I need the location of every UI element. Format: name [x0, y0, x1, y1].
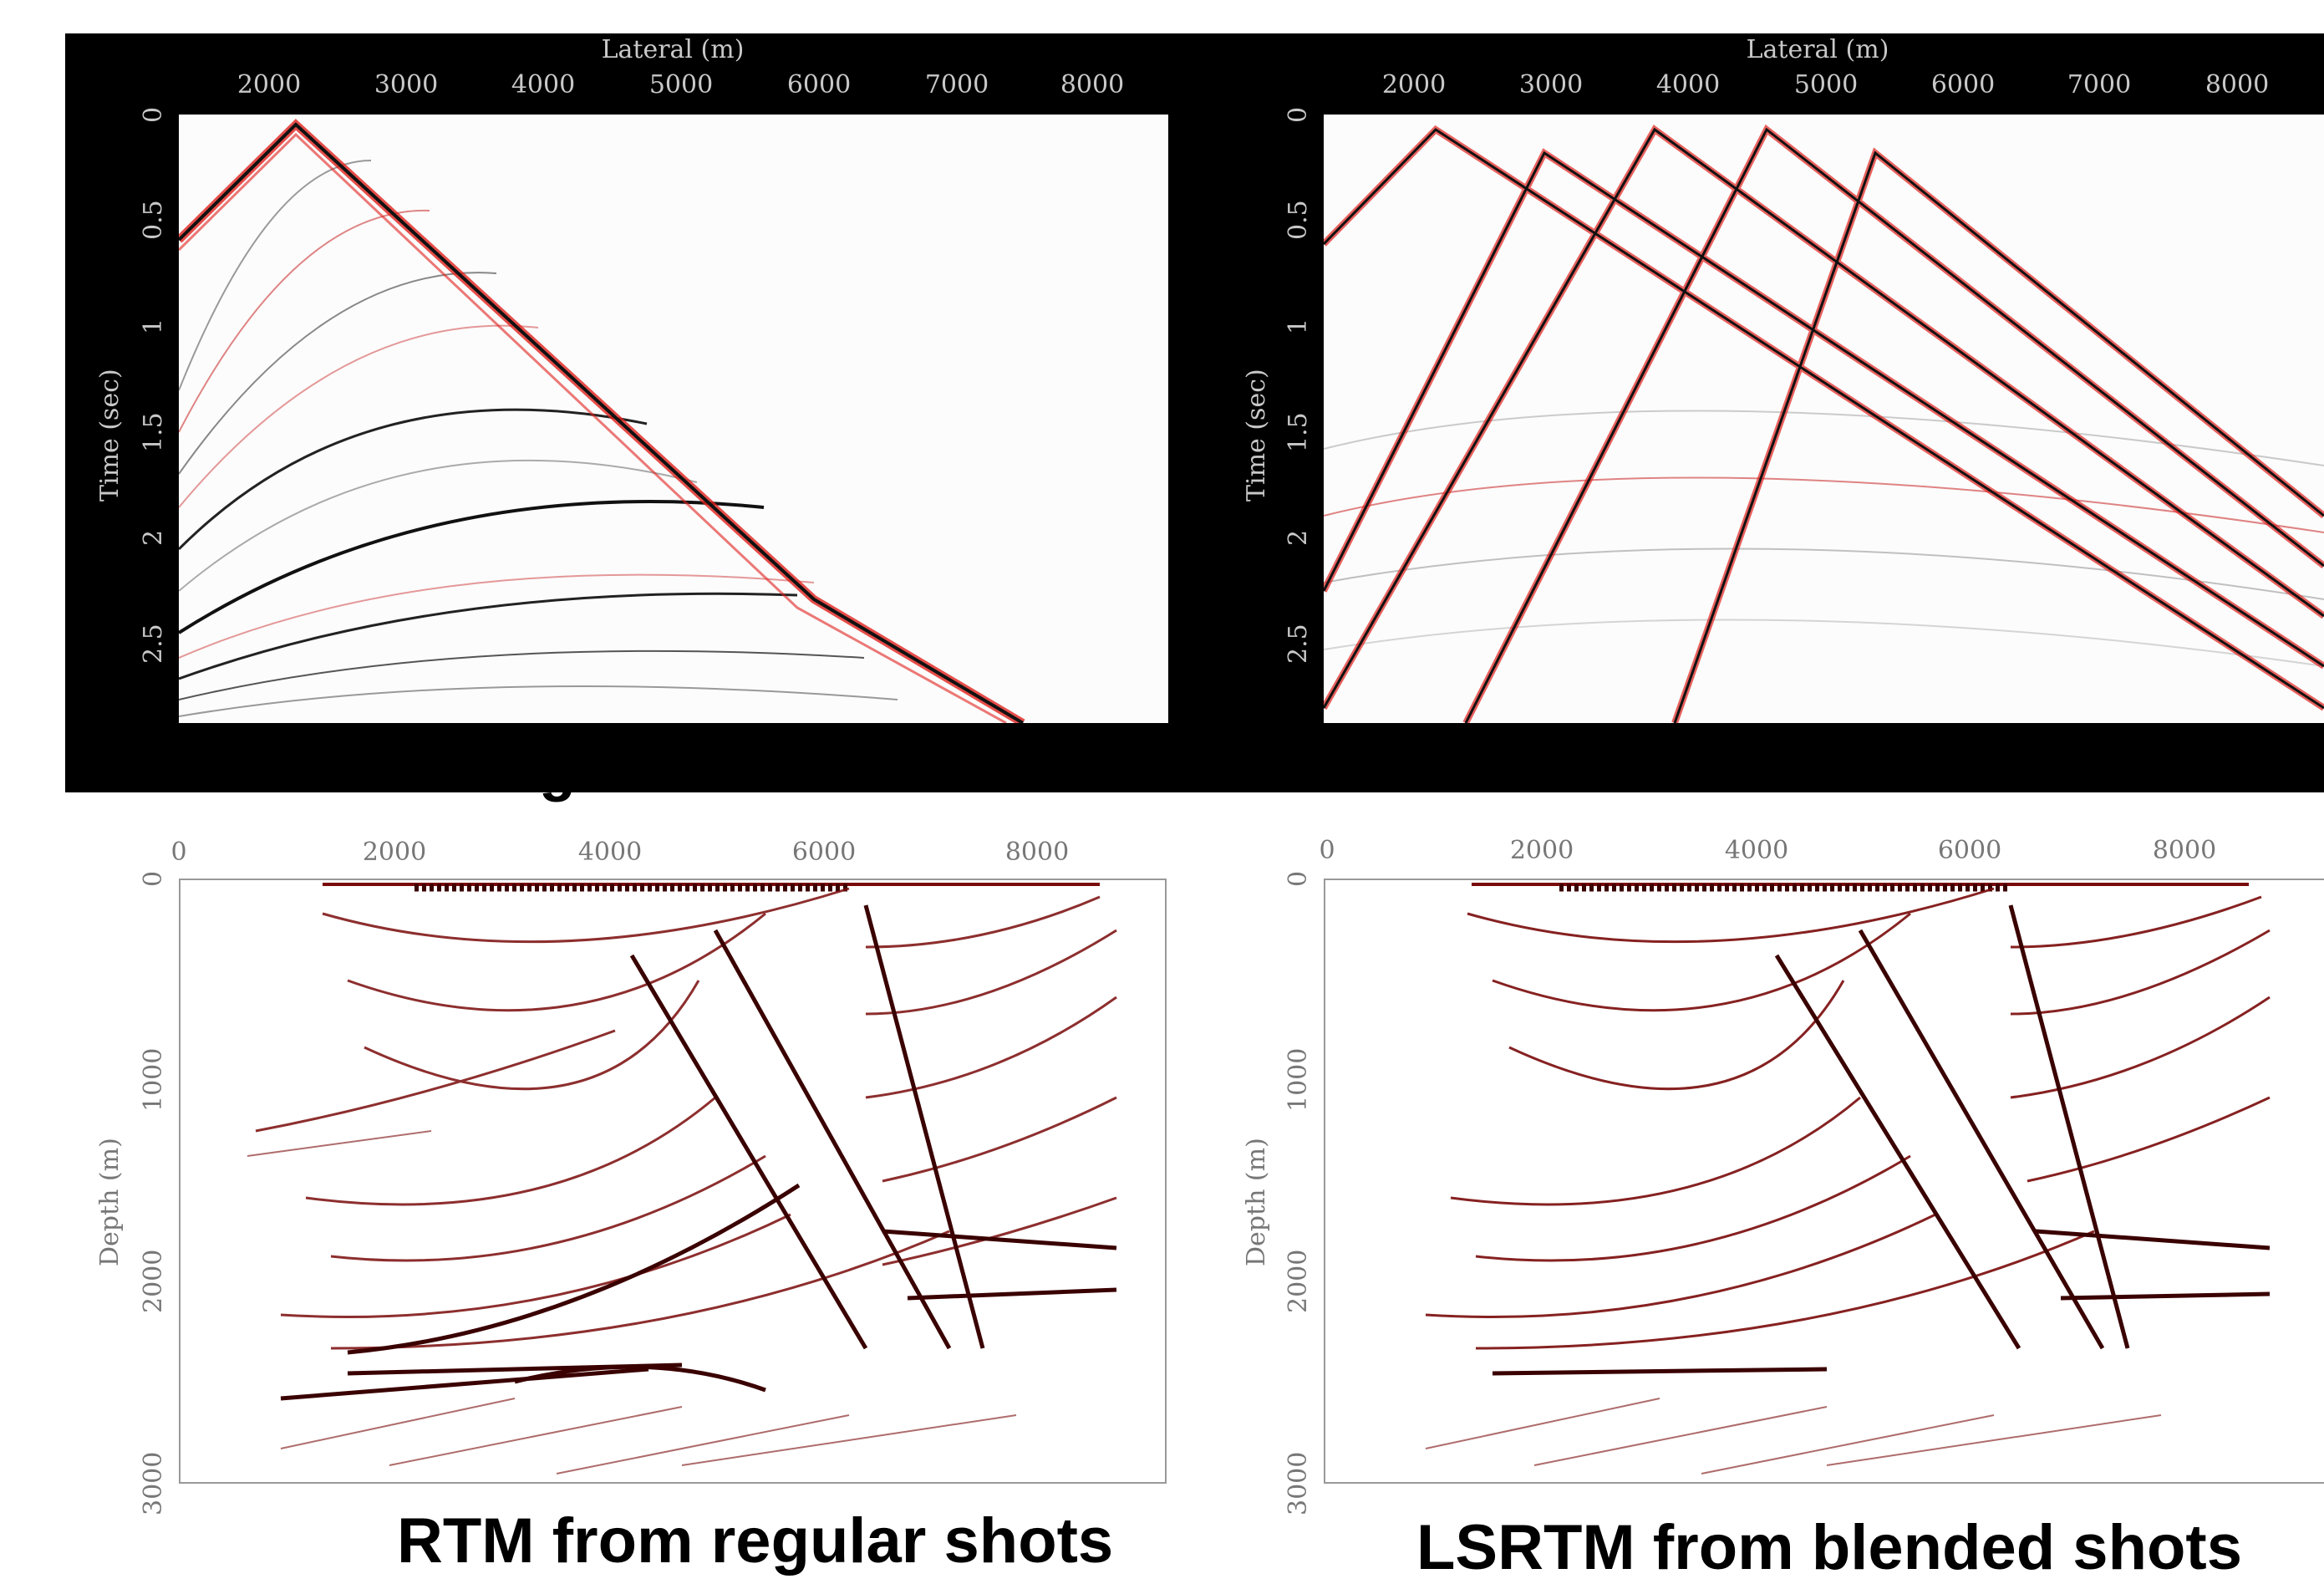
x-tick-label: 4000 — [511, 70, 576, 99]
y-tick-label: 2000 — [1284, 1249, 1313, 1314]
regular-shots-gather — [179, 115, 1168, 723]
blended-shots-gather — [1324, 115, 2324, 723]
x-tick-label: 2000 — [236, 70, 302, 99]
y-axis-label-top-right: Time (sec) — [1242, 369, 1271, 502]
x-tick-label: 4000 — [577, 838, 643, 867]
y-tick-label: 3000 — [139, 1451, 168, 1516]
y-axis-label-top-left: Time (sec) — [95, 369, 125, 502]
y-tick-label: 1000 — [1284, 1047, 1313, 1113]
x-tick-label: 4000 — [1655, 70, 1721, 99]
y-tick-label: 2000 — [139, 1249, 168, 1314]
x-tick-label: 2000 — [1381, 70, 1447, 99]
y-tick-label: 3000 — [1284, 1451, 1313, 1516]
title-lsrtm-blended: LSRTM from blended shots — [1416, 1511, 2242, 1584]
title-regular-shots: Regular shots — [462, 736, 864, 802]
x-tick-label: 6000 — [786, 70, 852, 99]
x-tick-label: 6000 — [1937, 836, 2002, 865]
y-axis-label-bottom-left: Depth (m) — [95, 1138, 125, 1266]
x-tick-label: 3000 — [374, 70, 439, 99]
x-tick-label: 2000 — [1509, 836, 1574, 865]
title-strip-right-b — [2093, 724, 2324, 792]
y-tick-label: 1.5 — [1284, 412, 1313, 452]
y-tick-label: 1 — [1284, 318, 1313, 334]
x-tick-label: 5000 — [648, 70, 714, 99]
x-tick-label: 0 — [1319, 836, 1335, 865]
y-tick-label: 1 — [139, 318, 168, 334]
y-tick-label: 2.5 — [139, 624, 168, 664]
x-tick-label: 6000 — [1930, 70, 1996, 99]
rtm-image — [179, 879, 1167, 1484]
y-tick-label: 0 — [1284, 106, 1313, 123]
x-tick-label: 4000 — [1724, 836, 1789, 865]
lsrtm-image — [1324, 879, 2324, 1484]
y-tick-label: 0 — [1284, 870, 1313, 887]
x-axis-label-top-left: Lateral (m) — [601, 35, 745, 64]
x-tick-label: 7000 — [2067, 70, 2132, 99]
y-tick-label: 0 — [139, 106, 168, 123]
y-tick-label: 1.5 — [139, 412, 168, 452]
x-axis-label-top-right: Lateral (m) — [1746, 35, 1889, 64]
x-tick-label: 8000 — [2152, 836, 2217, 865]
y-tick-label: 2 — [139, 529, 168, 546]
title-strip-left — [65, 724, 446, 792]
x-tick-label: 8000 — [1060, 70, 1125, 99]
x-tick-label: 7000 — [924, 70, 989, 99]
x-tick-label: 2000 — [362, 838, 427, 867]
x-tick-label: 0 — [170, 838, 187, 867]
y-tick-label: 1000 — [139, 1047, 168, 1113]
x-tick-label: 6000 — [791, 838, 857, 867]
y-tick-label: 2.5 — [1284, 624, 1313, 664]
x-tick-label: 5000 — [1793, 70, 1859, 99]
title-rtm-regular: RTM from regular shots — [397, 1505, 1114, 1577]
x-tick-label: 3000 — [1518, 70, 1584, 99]
x-tick-label: 8000 — [2204, 70, 2270, 99]
y-tick-label: 0.5 — [139, 200, 168, 240]
y-tick-label: 0 — [139, 870, 168, 887]
title-blended-shots: Blended shots — [1582, 736, 1997, 802]
y-tick-label: 0.5 — [1284, 200, 1313, 240]
y-tick-label: 2 — [1284, 529, 1313, 546]
x-tick-label: 8000 — [1004, 838, 1070, 867]
y-axis-label-bottom-right: Depth (m) — [1242, 1138, 1271, 1266]
title-strip-right-a — [1213, 724, 1565, 792]
